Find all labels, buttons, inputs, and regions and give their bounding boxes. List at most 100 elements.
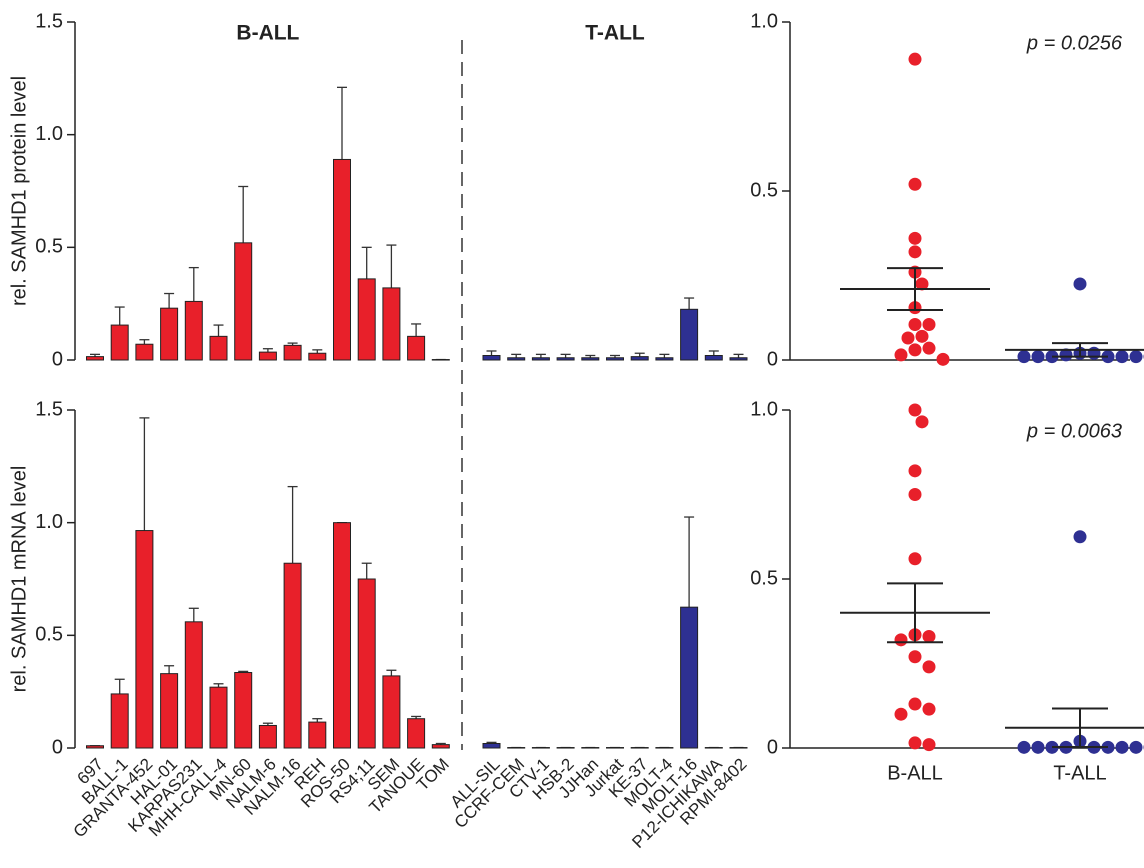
bar <box>135 343 154 361</box>
bar <box>704 354 723 361</box>
y-tick-label: 1.0 <box>750 398 778 420</box>
point <box>1017 740 1031 754</box>
point <box>908 318 922 332</box>
group-label: B-ALL <box>236 22 299 45</box>
bar <box>209 686 228 749</box>
bar <box>556 747 575 749</box>
point <box>922 738 936 752</box>
point <box>1017 350 1031 364</box>
bar <box>655 747 674 749</box>
bar <box>258 724 277 749</box>
bar <box>86 745 104 749</box>
bar <box>135 530 154 749</box>
bar <box>606 747 624 749</box>
bar <box>630 356 649 361</box>
y-tick-label: 0 <box>767 736 778 758</box>
point <box>1073 530 1087 544</box>
point <box>908 552 922 566</box>
bar <box>110 693 129 749</box>
bar <box>382 287 401 361</box>
x-tick-label: T-ALL <box>1053 762 1106 784</box>
point <box>908 650 922 664</box>
point <box>908 403 922 417</box>
y-tick-label: 0.5 <box>750 179 778 201</box>
point <box>894 707 908 721</box>
y-tick-label: 1.5 <box>35 398 63 420</box>
bar <box>357 278 376 361</box>
point <box>901 331 915 345</box>
bar <box>308 352 327 361</box>
point <box>908 343 922 357</box>
bar <box>531 357 550 361</box>
y-tick-label: 1.5 <box>35 10 63 32</box>
point <box>894 348 908 362</box>
point <box>1059 348 1073 362</box>
annotation: p = 0.0256 <box>1026 32 1123 54</box>
bar <box>333 158 351 361</box>
annotation: p = 0.0063 <box>1026 420 1122 442</box>
y-tick-label: 0.5 <box>750 567 778 589</box>
y-tick-label: 1.0 <box>35 123 63 145</box>
bar <box>655 357 674 361</box>
y-axis-label: rel. SAMHD1 protein level <box>8 76 30 306</box>
point <box>1115 740 1129 754</box>
bar <box>431 744 450 749</box>
bar <box>482 354 501 361</box>
point <box>1129 350 1143 364</box>
bar <box>382 675 401 749</box>
point <box>936 352 950 366</box>
bar <box>630 747 649 749</box>
point <box>908 177 922 191</box>
group-label: T-ALL <box>585 22 645 45</box>
bar <box>680 308 699 361</box>
bar <box>160 307 179 361</box>
y-tick-label: 0.5 <box>35 236 63 258</box>
bar <box>234 672 253 749</box>
bar <box>431 359 450 361</box>
point <box>908 464 922 478</box>
bar <box>184 300 203 361</box>
y-tick-label: 1.0 <box>35 511 63 533</box>
y-tick-label: 0.5 <box>35 624 63 646</box>
y-tick-label: 0 <box>52 348 63 370</box>
y-axis-label: rel. SAMHD1 mRNA level <box>8 466 30 693</box>
point <box>922 341 936 355</box>
bar <box>507 357 526 361</box>
bar <box>531 747 550 749</box>
bar <box>704 747 723 749</box>
point <box>915 277 929 291</box>
point <box>1129 740 1143 754</box>
bar <box>184 621 203 749</box>
point <box>908 488 922 501</box>
bar <box>160 673 179 749</box>
bar <box>283 562 302 749</box>
point <box>908 736 922 750</box>
bar <box>729 357 748 361</box>
point <box>1031 350 1045 364</box>
point <box>922 702 936 716</box>
bar <box>729 747 748 749</box>
point <box>908 52 922 66</box>
bar <box>606 357 624 361</box>
bar <box>581 747 600 749</box>
point <box>922 629 936 643</box>
y-tick-label: 0 <box>52 736 63 758</box>
bar <box>308 721 327 749</box>
point <box>894 633 908 647</box>
bar <box>283 344 302 361</box>
point <box>915 329 929 343</box>
point <box>908 245 922 259</box>
point <box>1115 350 1129 364</box>
bar <box>407 335 426 361</box>
y-tick-label: 0 <box>767 348 778 370</box>
y-tick-label: 1.0 <box>750 10 778 32</box>
bar <box>680 606 699 749</box>
point <box>908 697 922 711</box>
bar <box>407 718 426 749</box>
point <box>1031 740 1045 754</box>
point <box>922 660 936 674</box>
x-tick-label: B-ALL <box>887 762 943 784</box>
bar <box>556 357 575 361</box>
bar <box>333 522 351 749</box>
